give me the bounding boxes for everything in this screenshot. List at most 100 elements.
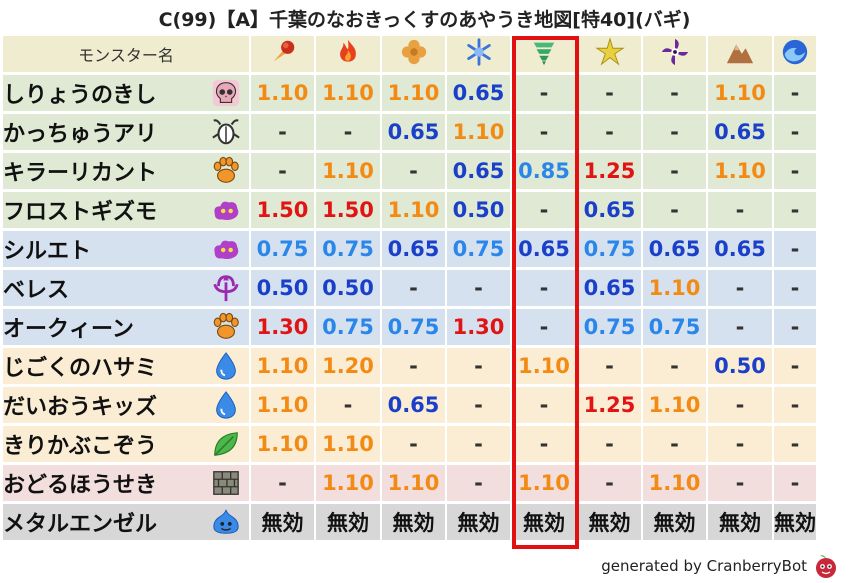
- resistance-value: -: [578, 75, 643, 114]
- resistance-value: 0.65: [578, 192, 643, 231]
- monster-name-cell: キラーリカント: [3, 153, 251, 192]
- resistance-value: 0.85: [512, 153, 578, 192]
- resistance-value: 0.75: [643, 309, 708, 348]
- resistance-value: 無効: [382, 504, 447, 543]
- resistance-value: 1.10: [382, 465, 447, 504]
- monster-name-cell: シルエト: [3, 231, 251, 270]
- wind-tornado-icon: [533, 42, 555, 66]
- resistance-value: -: [316, 114, 382, 153]
- resistance-value: -: [512, 192, 578, 231]
- table-row: じごくのハサミ 1.10 1.20- -1.10- -0.50-: [3, 348, 818, 387]
- resistance-value: 1.10: [512, 465, 578, 504]
- resistance-value: 0.50: [316, 270, 382, 309]
- lightning-star-icon: [594, 37, 625, 66]
- resistance-value: -: [447, 387, 512, 426]
- resistance-value: 1.25: [578, 153, 643, 192]
- resistance-value: 無効: [643, 504, 708, 543]
- resistance-value: 0.75: [447, 231, 512, 270]
- resistance-value: 無効: [447, 504, 512, 543]
- monster-name-cell: おどるほうせき: [3, 465, 251, 504]
- resistance-value: -: [512, 114, 578, 153]
- resistance-value: -: [774, 270, 818, 309]
- resistance-value: -: [774, 231, 818, 270]
- resistance-value: -: [643, 348, 708, 387]
- resistance-value: 1.10: [382, 192, 447, 231]
- resistance-value: -: [708, 192, 774, 231]
- table-row: しりょうのきし 1.10 1.10 1.10 0.65- - -1.10-: [3, 75, 818, 114]
- resistance-value: 無効: [316, 504, 382, 543]
- earth-clover-icon: [401, 39, 426, 65]
- monster-name-cell: だいおうキッズ: [3, 387, 251, 426]
- monster-name: しりょうのきし: [3, 83, 157, 108]
- resistance-value: -: [774, 387, 818, 426]
- resistance-value: 無効: [774, 504, 818, 543]
- resistance-value: -: [774, 75, 818, 114]
- monster-name-cell: じごくのハサミ: [3, 348, 251, 387]
- monster-name-cell: ベレス: [3, 270, 251, 309]
- resistance-value: -: [447, 348, 512, 387]
- resistance-value: 0.65: [382, 114, 447, 153]
- monster-name-cell: かっちゅうアリ: [3, 114, 251, 153]
- resistance-value: -: [382, 153, 447, 192]
- resistance-value: 0.65: [447, 153, 512, 192]
- monster-name-cell: きりかぶこぞう: [3, 426, 251, 465]
- resistance-value: 0.65: [708, 114, 774, 153]
- meteor-icon: [273, 40, 294, 62]
- resistance-value: 0.65: [382, 387, 447, 426]
- rock-mountain-icon: [726, 44, 754, 64]
- resistance-value: -: [251, 465, 316, 504]
- resistance-table: モンスター名 しりょうのきし 1.10 1.10 1.10 0.65- - -1.10- かっ…: [3, 36, 818, 543]
- header-element-3: [447, 36, 512, 75]
- header-element-5: [578, 36, 643, 75]
- resistance-value: -: [774, 153, 818, 192]
- resistance-value: -: [774, 114, 818, 153]
- demon-trident-icon: [213, 274, 239, 302]
- header-element-4: [512, 36, 578, 75]
- resistance-value: -: [578, 426, 643, 465]
- table-row: おどるほうせき -1.10 1.10-1.10-1.10- -: [3, 465, 818, 504]
- resistance-value: 0.50: [251, 270, 316, 309]
- resistance-value: -: [251, 153, 316, 192]
- dark-pinwheel-icon: [661, 38, 688, 66]
- resistance-value: 0.75: [382, 309, 447, 348]
- resistance-value: 無効: [512, 504, 578, 543]
- resistance-value: -: [774, 426, 818, 465]
- monster-name-cell: しりょうのきし: [3, 75, 251, 114]
- water-drop-icon: [216, 352, 236, 380]
- resistance-value: -: [512, 270, 578, 309]
- cranberry-bot-icon: [816, 555, 836, 578]
- resistance-value: -: [774, 192, 818, 231]
- resistance-value: -: [512, 309, 578, 348]
- resistance-value: 0.65: [708, 231, 774, 270]
- monster-name-cell: オークィーン: [3, 309, 251, 348]
- resistance-value: -: [512, 387, 578, 426]
- monster-name: フロストギズモ: [3, 200, 158, 225]
- leaf-icon: [214, 432, 238, 456]
- monster-name: オークィーン: [3, 317, 134, 342]
- table-row: メタルエンゼル 無効 無効 無効 無効 無効 無効 無効 無効 無効: [3, 504, 818, 543]
- table-row: フロストギズモ 1.50 1.50 1.10 0.50-0.65- - -: [3, 192, 818, 231]
- resistance-value: 1.50: [316, 192, 382, 231]
- resistance-value: -: [643, 114, 708, 153]
- resistance-value: -: [774, 309, 818, 348]
- resistance-value: 1.10: [708, 153, 774, 192]
- resistance-value: 1.10: [316, 426, 382, 465]
- resistance-value: -: [708, 387, 774, 426]
- header-element-7: [708, 36, 774, 75]
- table-row: ベレス 0.50 0.50- - -0.65 1.10- -: [3, 270, 818, 309]
- purple-cloud-icon: [214, 240, 239, 259]
- water-drop-icon: [216, 391, 236, 419]
- page-title: C(99)【A】千葉のなおきっくすのあやうき地図[特40](バギ): [158, 9, 691, 31]
- resistance-value: 0.65: [578, 270, 643, 309]
- monster-name: メタルエンゼル: [3, 512, 158, 537]
- resistance-value: 無効: [578, 504, 643, 543]
- resistance-value: -: [578, 114, 643, 153]
- slime-icon: [213, 509, 239, 534]
- resistance-value: -: [578, 348, 643, 387]
- resistance-value: 1.30: [447, 309, 512, 348]
- resistance-value: 1.10: [512, 348, 578, 387]
- monster-name: ベレス: [3, 278, 70, 303]
- resistance-value: 1.10: [251, 387, 316, 426]
- resistance-value: 1.10: [316, 75, 382, 114]
- table-row: キラーリカント -1.10-0.65 0.85 1.25-1.10-: [3, 153, 818, 192]
